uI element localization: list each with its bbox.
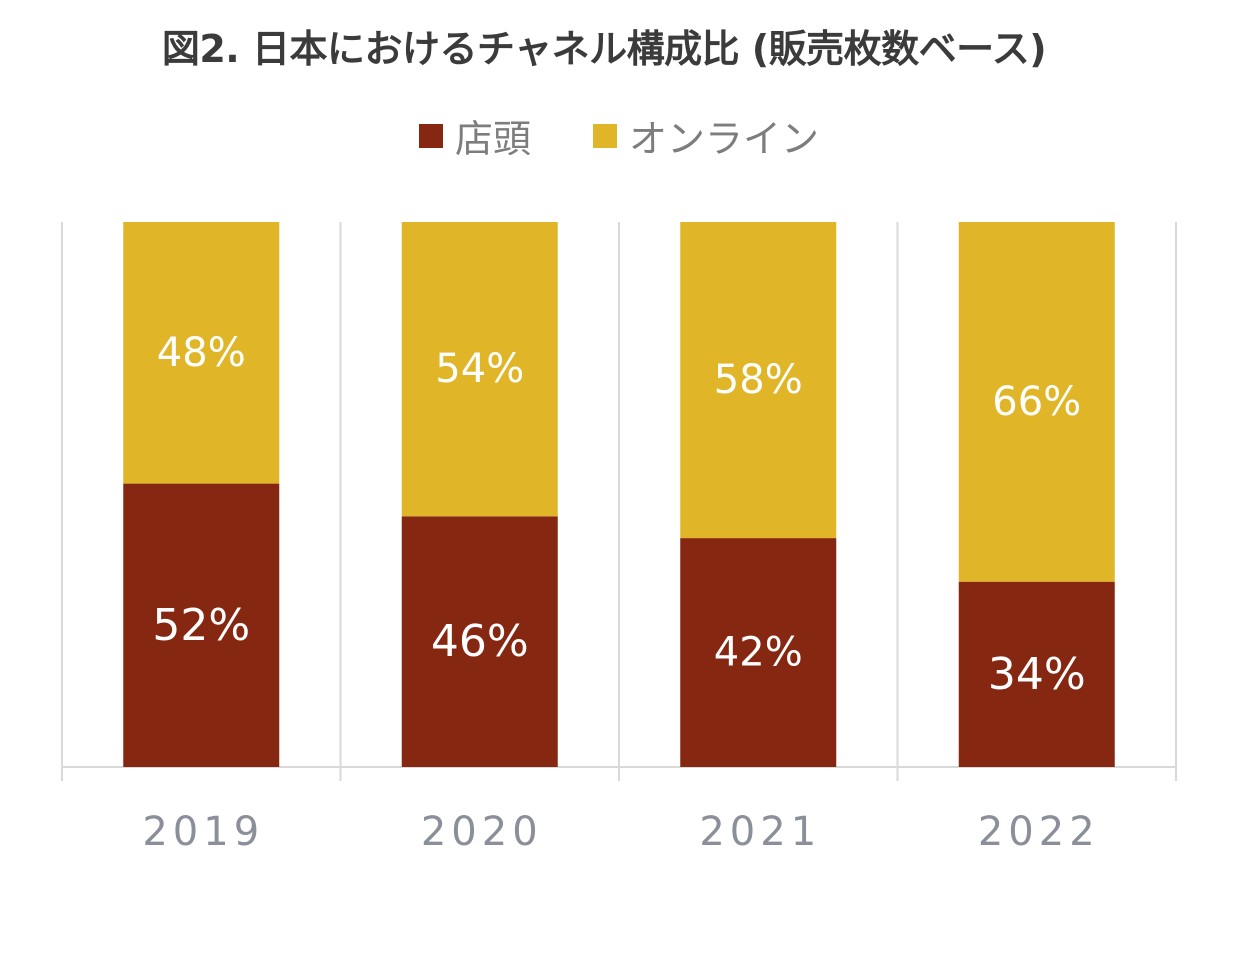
data-label-online-2020: 54% (435, 346, 524, 392)
legend-item-online: オンライン (593, 108, 819, 163)
bar-online-2019 (123, 222, 280, 484)
bar-store-2022 (958, 581, 1115, 767)
data-label-online-2021: 58% (714, 357, 803, 403)
bar-online-2021 (680, 222, 837, 539)
bar-store-2021 (680, 538, 837, 767)
data-label-online-2022: 66% (992, 379, 1081, 425)
legend-item-store: 店頭 (418, 108, 531, 163)
bar-online-2022 (958, 222, 1115, 582)
x-tick-label-2021: 2021 (699, 809, 821, 855)
chart-title: 図2. 日本におけるチャネル構成比 (販売枚数ベース) (161, 27, 1047, 71)
bar-store-2020 (401, 516, 558, 767)
data-label-store-2020: 46% (431, 616, 529, 667)
data-label-store-2019: 52% (152, 600, 250, 651)
data-label-store-2022: 34% (988, 649, 1086, 700)
x-tick-label-2019: 2019 (142, 809, 264, 855)
legend-label-store: 店頭 (454, 117, 531, 161)
x-tick-label-2022: 2022 (978, 809, 1100, 855)
bar-online-2020 (401, 222, 558, 517)
legend: 店頭 オンライン (0, 108, 1238, 163)
bar-store-2019 (123, 483, 280, 767)
legend-swatch-online (593, 123, 617, 148)
data-label-store-2021: 42% (714, 630, 803, 676)
x-tick-label-2020: 2020 (421, 809, 543, 855)
legend-swatch-store (418, 123, 443, 148)
data-label-online-2019: 48% (157, 330, 246, 376)
legend-label-online: オンライン (629, 117, 820, 161)
